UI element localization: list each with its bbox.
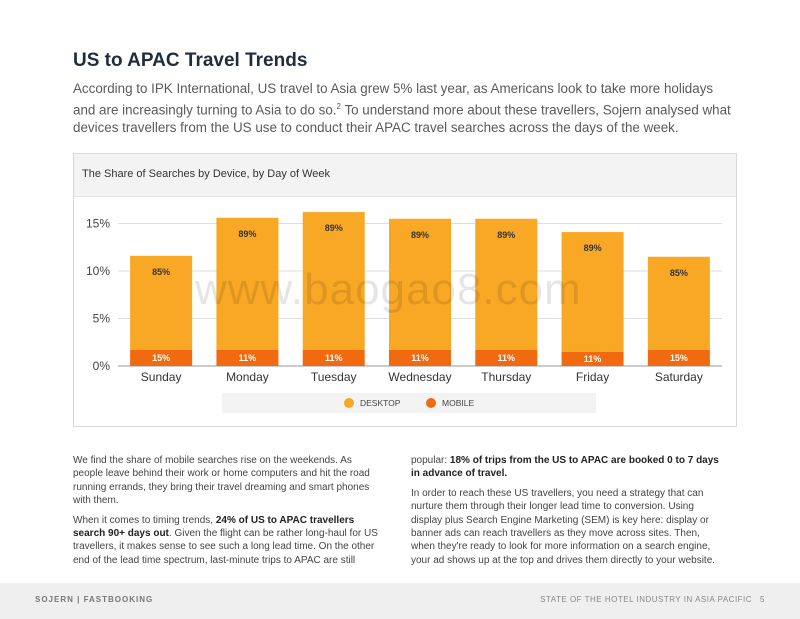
bar-desktop	[647, 256, 710, 350]
bar-desktop	[302, 212, 365, 350]
watermark: www.baogao8.com	[195, 265, 582, 314]
data-label-desktop: 85%	[152, 267, 170, 277]
data-label-desktop: 89%	[584, 243, 602, 253]
legend-marker	[426, 398, 436, 408]
chart-container: The Share of Searches by Device, by Day …	[73, 153, 737, 427]
data-label-mobile: 15%	[670, 353, 688, 363]
stacked-bar-chart: 0% 5% 10% 15% 85% 15% Sunday 89% 11% Monday 89% 11%…	[86, 212, 722, 413]
right-p1-text-a: popular:	[411, 455, 450, 466]
intro-text-b: To understand more about these traveller…	[73, 102, 731, 136]
page-title: US to APAC Travel Trends	[73, 50, 308, 71]
bar-mobile	[389, 349, 451, 366]
page-number: 5	[760, 595, 765, 604]
data-label-mobile: 11%	[584, 354, 602, 364]
left-p2-text-a: When it comes to timing trends,	[73, 514, 216, 526]
bar-desktop	[130, 255, 193, 350]
bar-mobile	[130, 349, 193, 366]
x-tick-label: Friday	[576, 370, 609, 384]
y-tick-label: 15%	[86, 217, 110, 231]
bar-mobile	[475, 349, 538, 366]
bar-desktop	[389, 218, 451, 350]
data-label-mobile: 11%	[411, 353, 429, 363]
x-tick-label: Sunday	[141, 370, 182, 384]
chart-header: The Share of Searches by Device, by Day …	[74, 154, 736, 197]
intro-footnote: 2	[336, 102, 341, 111]
x-tick-label: Tuesday	[311, 370, 357, 384]
chart-title: The Share of Searches by Device, by Day …	[82, 168, 331, 180]
x-tick-label: Wednesday	[388, 370, 451, 384]
bar-mobile	[302, 349, 365, 366]
data-label-mobile: 11%	[498, 353, 516, 363]
y-tick-label: 10%	[86, 264, 110, 278]
right-p1-highlight: 18% of trips from the US to APAC are boo…	[411, 455, 719, 480]
footer-report-title: STATE OF THE HOTEL INDUSTRY IN ASIA PACI…	[540, 595, 765, 604]
bar-mobile	[561, 351, 624, 366]
bar-mobile	[647, 349, 710, 366]
right-paragraph-1: popular: 18% of trips from the US to APA…	[411, 454, 721, 481]
bar-desktop	[216, 217, 279, 350]
data-label-desktop: 89%	[325, 223, 343, 233]
data-label-desktop: 89%	[497, 230, 515, 240]
data-label-mobile: 15%	[152, 353, 170, 363]
bar-mobile	[216, 349, 279, 366]
page-footer: SOJERN | FASTBOOKING STATE OF THE HOTEL …	[0, 583, 800, 619]
left-p2-text-b: . Given the flight can be rather long-ha…	[73, 528, 378, 566]
data-label-mobile: 11%	[239, 353, 257, 363]
intro-text-a: According to IPK International, US trave…	[73, 81, 714, 118]
y-tick-label: 5%	[93, 312, 111, 326]
body-left-column: We find the share of mobile searches ris…	[73, 454, 383, 573]
footer-brand: SOJERN | FASTBOOKING	[35, 595, 154, 604]
bar-desktop	[561, 232, 624, 352]
footer-report-name: STATE OF THE HOTEL INDUSTRY IN ASIA PACI…	[540, 595, 753, 604]
body-right-column: popular: 18% of trips from the US to APA…	[411, 454, 721, 573]
left-p2-highlight: 24% of US to APAC travellers search 90+ …	[73, 514, 355, 540]
data-label-desktop: 89%	[238, 229, 256, 239]
legend-background	[222, 393, 596, 413]
left-paragraph-1: We find the share of mobile searches ris…	[73, 455, 370, 507]
left-paragraph-2: When it comes to timing trends, 24% of U…	[73, 514, 383, 568]
data-label-mobile: 11%	[325, 353, 343, 363]
data-label-desktop: 89%	[411, 230, 429, 240]
legend-label: DESKTOP	[360, 398, 401, 408]
data-label-desktop: 85%	[670, 268, 688, 278]
intro-paragraph: According to IPK International, US trave…	[73, 80, 738, 137]
legend-label: MOBILE	[442, 398, 474, 408]
right-paragraph-2: In order to reach these US travellers, y…	[411, 487, 716, 566]
legend-marker	[344, 398, 354, 408]
x-tick-label: Thursday	[481, 370, 531, 384]
x-tick-label: Monday	[226, 370, 269, 384]
y-tick-label: 0%	[93, 359, 111, 373]
x-tick-label: Saturday	[655, 370, 703, 384]
bar-desktop	[475, 218, 538, 350]
